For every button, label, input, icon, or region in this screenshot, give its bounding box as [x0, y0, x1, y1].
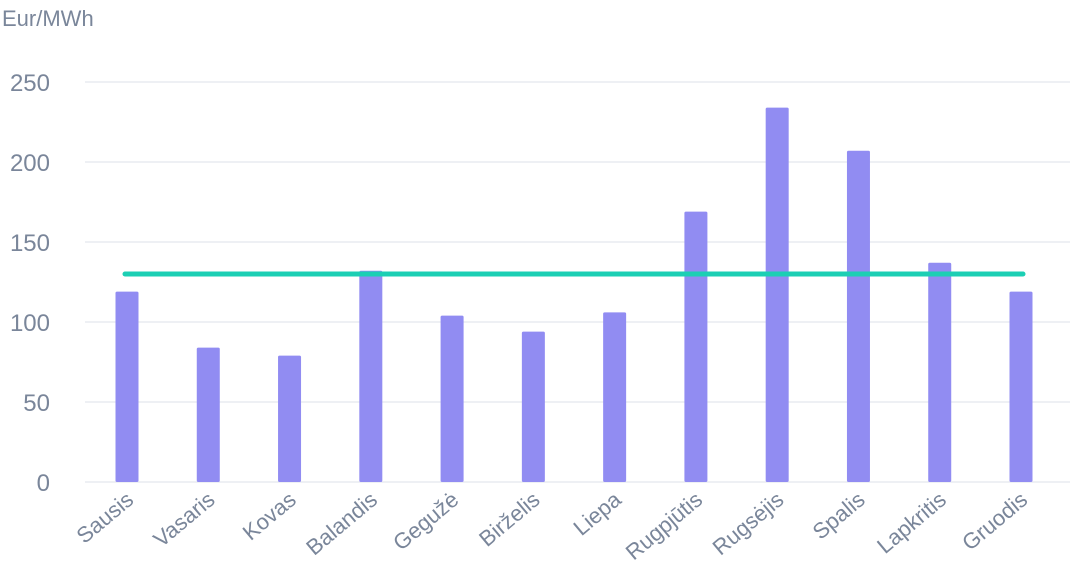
x-tick-label: Rugpjūtis [621, 487, 707, 565]
x-axis-ticks: Sausis Vasaris Kovas Balandis Gegužė Birželis… [72, 486, 1033, 565]
x-tick-label: Lapkritis [872, 487, 951, 559]
x-tick-label: Sausis [72, 487, 139, 549]
y-tick-label: 50 [23, 390, 50, 417]
y-axis-ticks: 0 50 100 150 200 250 [10, 70, 50, 497]
x-tick-label: Rugsėjis [708, 487, 789, 560]
x-tick-label: Gruodis [957, 487, 1032, 556]
x-tick-label: Vasaris [148, 487, 219, 552]
bar-Vasaris [196, 347, 220, 482]
x-tick-label: Birželis [474, 487, 544, 552]
x-tick-label: Kovas [238, 487, 301, 545]
x-tick-label: Spalis [808, 487, 870, 545]
gridlines [85, 81, 1070, 483]
bar-Gegužė [440, 315, 464, 482]
bar-Birželis [521, 331, 545, 482]
bar-Liepa [603, 312, 627, 482]
bar-Rugsėjis [765, 107, 789, 482]
bar-Gruodis [1009, 291, 1033, 482]
x-tick-label: Liepa [569, 486, 627, 540]
bar-Balandis [359, 270, 383, 482]
y-tick-label: 250 [10, 70, 50, 97]
y-tick-label: 100 [10, 310, 50, 337]
x-tick-label: Balandis [301, 487, 382, 560]
bars [115, 107, 1033, 483]
bar-Spalis [846, 150, 870, 483]
y-tick-label: 0 [37, 470, 50, 497]
bar-Lapkritis [928, 262, 952, 482]
y-axis-label: Eur/MWh [2, 6, 94, 31]
x-tick-label: Gegužė [388, 487, 463, 556]
y-tick-label: 200 [10, 150, 50, 177]
y-tick-label: 150 [10, 230, 50, 257]
bar-Sausis [115, 291, 139, 482]
bar-Kovas [278, 355, 302, 482]
bar-Rugpjūtis [684, 211, 708, 482]
